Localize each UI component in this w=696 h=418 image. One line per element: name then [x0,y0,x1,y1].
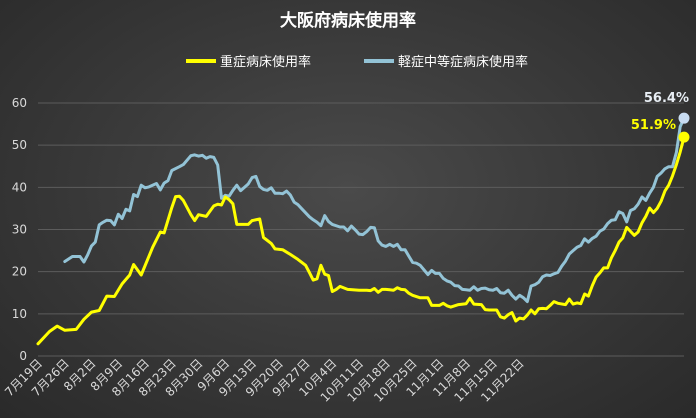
value-label-severe: 51.9% [631,118,676,133]
marker-layer: 56.4% 51.9% [631,91,690,143]
legend-label-severe: 重症病床使用率 [220,54,311,70]
y-tick-label: 30 [12,223,27,237]
grid-layer [38,102,684,357]
legend-label-mild: 軽症中等症病床使用率 [398,54,528,70]
y-tick-label: 0 [19,349,27,363]
y-tick-label: 50 [12,138,27,152]
series-layer [36,116,686,346]
end-point-severe [678,131,690,143]
series-line-severe [36,135,686,346]
y-tick-label: 10 [12,307,27,321]
x-axis: 7月19日7月26日8月2日8月9日8月16日8月23日8月30日9月6日9月1… [2,356,527,404]
y-tick-label: 60 [12,96,27,110]
value-label-mild: 56.4% [644,91,689,106]
chart-title: 大阪府病床使用率 [280,10,416,31]
y-tick-label: 20 [12,265,27,279]
legend: 重症病床使用率 軽症中等症病床使用率 [186,54,528,70]
end-point-mild [678,112,690,124]
y-axis: 0 10 20 30 40 50 60 [12,96,27,363]
series-line-mild [63,116,686,304]
y-tick-label: 40 [12,180,27,194]
